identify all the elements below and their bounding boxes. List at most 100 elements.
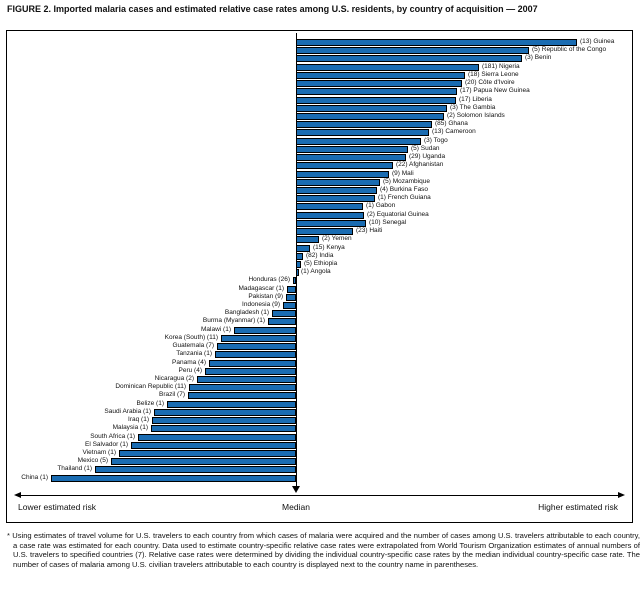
bar-sierra-leone	[296, 71, 465, 79]
bar-china	[51, 474, 296, 482]
bar-label: Indonesia (9)	[242, 301, 280, 309]
bar-label: (15) Kenya	[313, 243, 345, 251]
footnote: * Using estimates of travel volume for U…	[7, 531, 640, 570]
bar-gabon	[296, 203, 363, 211]
bar-label: Burma (Myanmar) (1)	[202, 317, 265, 325]
bar-label: Iraq (1)	[128, 416, 149, 424]
bar-label: (82) India	[306, 251, 334, 259]
bar-togo	[296, 137, 421, 145]
bar-iraq	[152, 417, 296, 425]
bar-label: (22) Afghanistan	[396, 161, 444, 169]
bar-label: (4) Burkina Faso	[380, 185, 429, 193]
risk-axis-line	[19, 495, 619, 496]
bar-label: (9) Mali	[392, 169, 414, 177]
bar-label: Korea (South) (11)	[164, 333, 218, 341]
bar-nicaragua	[197, 376, 296, 384]
bar-label: (3) Togo	[424, 136, 448, 144]
bar-malawi	[234, 326, 296, 334]
bar-label: Vietnam (1)	[82, 449, 116, 456]
bar-label: (5) Ethiopia	[304, 259, 338, 267]
arrow-right-icon	[618, 492, 625, 498]
bar-nigeria	[296, 63, 479, 71]
bar-label: (2) Solomon Islands	[447, 111, 505, 119]
bar-el-salvador	[131, 441, 296, 449]
bar-angola	[296, 269, 299, 277]
bar-label: Panama (4)	[172, 358, 206, 366]
bar-label: Thailand (1)	[57, 465, 92, 473]
bar-label: Nicaragua (2)	[154, 375, 194, 383]
bar-honduras	[293, 277, 296, 285]
chart-box: Lower estimated risk Median Higher estim…	[6, 30, 633, 523]
bar-label: China (1)	[21, 473, 48, 481]
bar-label: (10) Senegal	[369, 218, 407, 226]
bar-label: Peru (4)	[178, 366, 202, 374]
bar-label: Tanzania (1)	[176, 350, 212, 358]
plot-area: Lower estimated risk Median Higher estim…	[7, 31, 632, 522]
bar-dominican-republic	[189, 384, 296, 392]
bar-guinea	[296, 39, 577, 46]
bar-label: (13) Guinea	[580, 38, 615, 45]
bar-label: (181) Nigeria	[482, 62, 520, 70]
figure-title: FIGURE 2. Imported malaria cases and est…	[7, 4, 538, 14]
bar-cameroon	[296, 129, 429, 137]
bar-kenya	[296, 244, 310, 252]
bar-label: Malaysia (1)	[112, 424, 148, 432]
bar-label: Honduras (26)	[248, 276, 290, 284]
bar-republic-of-the-congo	[296, 47, 529, 55]
bar-label: (3) The Gambia	[450, 103, 496, 111]
bar-label: (2) Yemen	[322, 235, 352, 243]
bar-vietnam	[119, 450, 296, 457]
bar-ethiopia	[296, 260, 301, 268]
bar-korea-south	[221, 334, 296, 342]
bar-bangladesh	[272, 310, 296, 318]
axis-label-lower-risk: Lower estimated risk	[18, 502, 96, 512]
bar-south-africa	[138, 433, 296, 441]
bar-label: Dominican Republic (11)	[115, 383, 186, 391]
bar-c-te-d-ivoire	[296, 80, 462, 88]
bar-ghana	[296, 121, 432, 129]
bar-papua-new-guinea	[296, 88, 457, 96]
bar-brazil	[188, 392, 296, 400]
bar-sudan	[296, 145, 408, 153]
bar-label: Madagascar (1)	[238, 284, 284, 292]
bar-label: Brazil (7)	[158, 391, 185, 399]
bar-uganda	[296, 154, 406, 162]
bar-label: Malawi (1)	[201, 325, 231, 333]
bar-yemen	[296, 236, 319, 244]
bar-label: (29) Uganda	[409, 153, 446, 161]
bar-label: Belize (1)	[136, 399, 164, 407]
bar-haiti	[296, 228, 353, 236]
bar-label: (85) Ghana	[435, 120, 468, 128]
bar-mexico	[111, 458, 296, 466]
bar-liberia	[296, 96, 456, 104]
bar-label: (13) Cameroon	[432, 128, 476, 136]
bar-malaysia	[151, 425, 296, 433]
bar-label: (20) Côte d'Ivoire	[465, 79, 515, 87]
bar-french-guiana	[296, 195, 375, 203]
bar-label: Pakistan (9)	[248, 292, 283, 300]
bar-label: (1) French Guiana	[378, 194, 431, 202]
bar-indonesia	[283, 302, 296, 310]
bar-burma-myanmar	[268, 318, 296, 326]
bar-peru	[205, 367, 296, 375]
bar-benin	[296, 55, 522, 63]
bar-label: Mexico (5)	[77, 457, 108, 465]
bar-label: (23) Haiti	[356, 227, 383, 235]
bar-the-gambia	[296, 104, 447, 112]
bar-equatorial-guinea	[296, 211, 364, 219]
bar-panama	[209, 359, 296, 367]
bar-label: Bangladesh (1)	[224, 309, 269, 317]
bar-label: (17) Papua New Guinea	[460, 87, 530, 95]
bar-belize	[167, 400, 296, 408]
bar-tanzania	[215, 351, 296, 359]
bar-label: (17) Liberia	[459, 95, 492, 103]
bar-label: Saudi Arabia (1)	[104, 407, 151, 415]
bar-pakistan	[286, 293, 296, 301]
bar-mali	[296, 170, 389, 178]
bar-label: Guatemala (7)	[172, 342, 214, 350]
bar-label: South Africa (1)	[90, 432, 135, 440]
bar-label: (5) Republic of the Congo	[532, 46, 607, 54]
bar-label: (1) Gabon	[366, 202, 396, 210]
bar-label: (5) Mozambique	[383, 177, 430, 185]
